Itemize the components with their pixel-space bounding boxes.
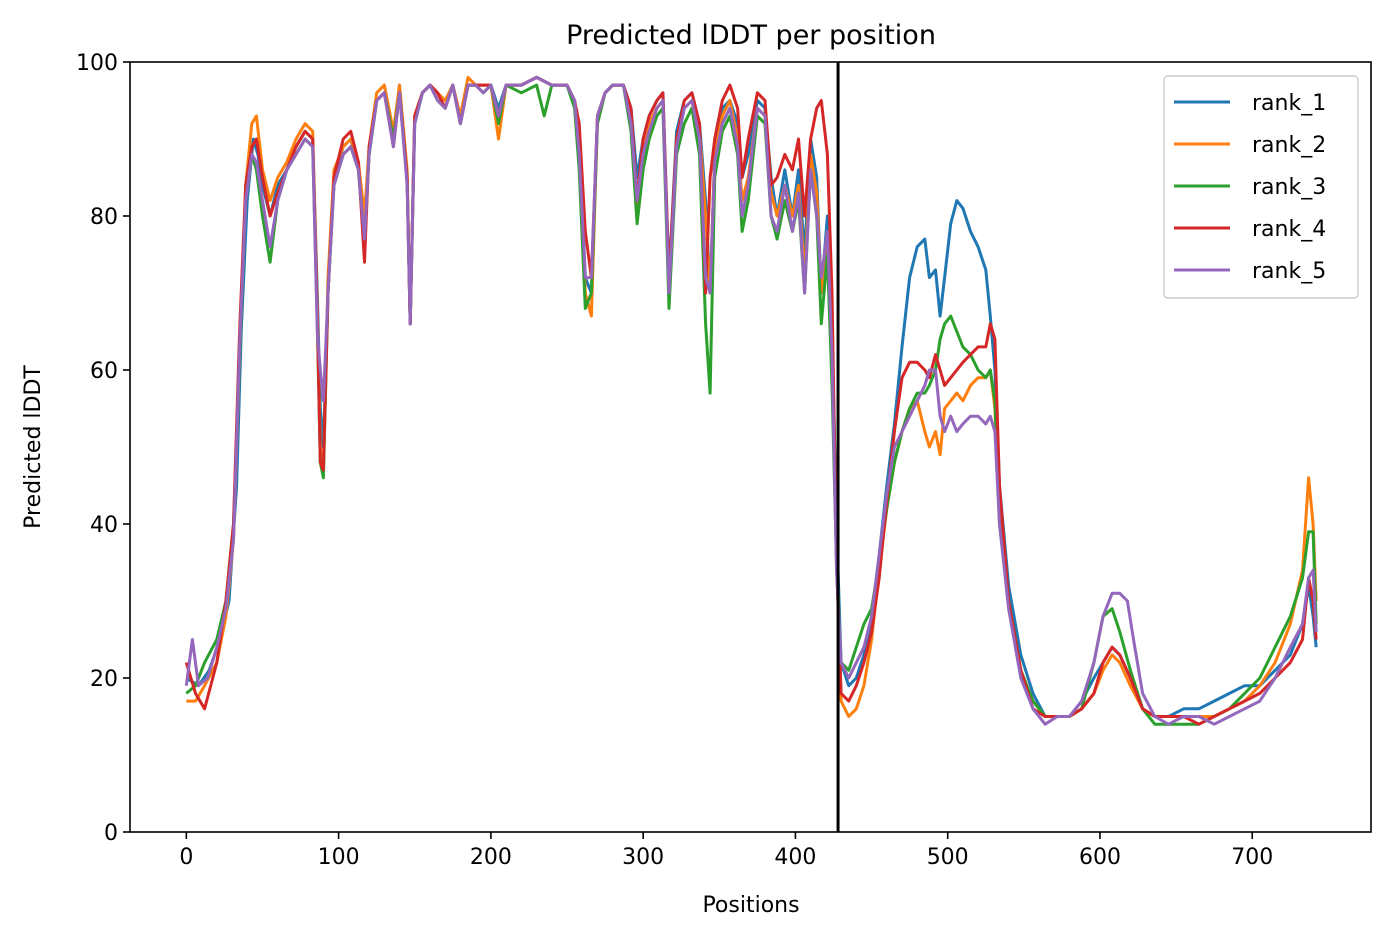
y-axis-label: Predicted lDDT — [21, 365, 46, 529]
x-tick-label: 300 — [622, 845, 664, 870]
y-tick-label: 20 — [90, 667, 118, 692]
legend-label-rank_5: rank_5 — [1252, 259, 1326, 284]
legend-label-rank_4: rank_4 — [1252, 217, 1326, 242]
x-tick-label: 500 — [927, 845, 969, 870]
legend-box — [1163, 75, 1359, 299]
series-line-rank_4 — [184, 75, 1318, 726]
y-tick-label: 100 — [76, 51, 118, 76]
x-axis-label: Positions — [702, 893, 799, 918]
y-tick-label: 40 — [90, 513, 118, 538]
x-tick-label: 0 — [179, 845, 193, 870]
series-line-rank_5 — [184, 75, 1318, 726]
y-tick-label: 0 — [104, 821, 118, 846]
x-tick-label: 100 — [318, 845, 360, 870]
legend-label-rank_1: rank_1 — [1252, 91, 1326, 116]
x-tick-label: 400 — [774, 845, 816, 870]
x-axis: 0 100 200 300 400 500 600 700 — [179, 832, 1273, 870]
legend-label-rank_3: rank_3 — [1252, 175, 1326, 200]
x-tick-label: 600 — [1079, 845, 1121, 870]
y-tick-label: 80 — [90, 205, 118, 230]
x-tick-label: 200 — [470, 845, 512, 870]
y-tick-label: 60 — [90, 359, 118, 384]
y-axis: 0 20 40 60 80 100 — [76, 51, 130, 846]
chart-title: Predicted lDDT per position — [566, 20, 936, 51]
legend: rank_1 rank_2 rank_3 rank_4 rank_5 — [1163, 75, 1359, 299]
x-tick-label: 700 — [1231, 845, 1273, 870]
series-layer — [184, 75, 1318, 726]
legend-label-rank_2: rank_2 — [1252, 133, 1326, 158]
plot-frame — [129, 61, 1372, 833]
